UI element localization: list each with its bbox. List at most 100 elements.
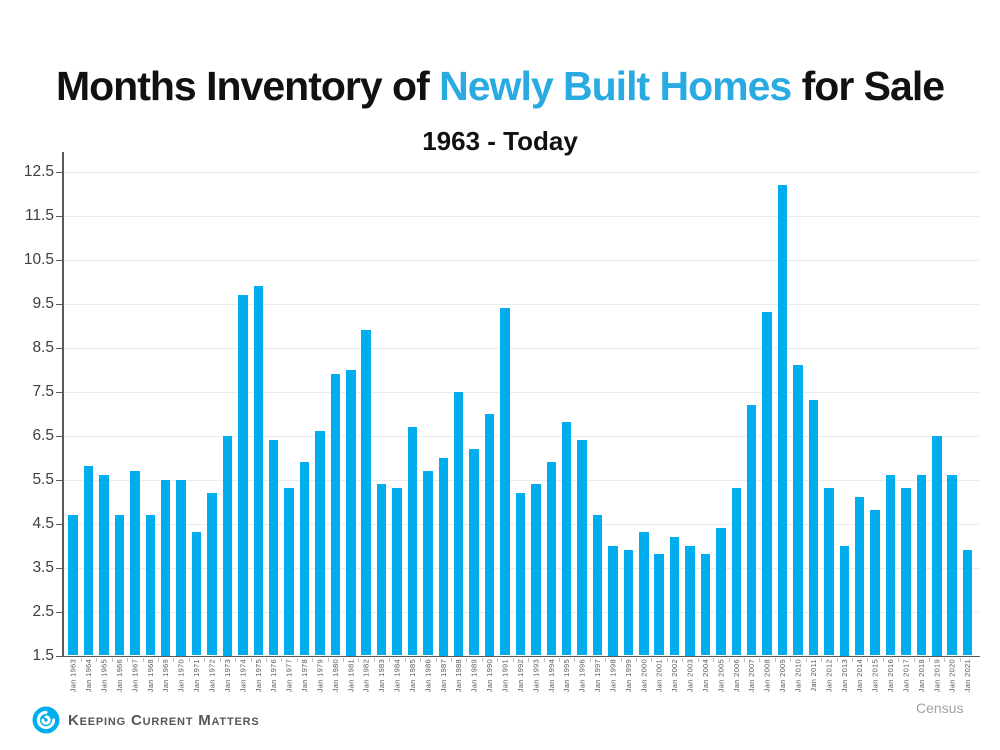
x-axis-label: Jan 1990 (485, 659, 495, 693)
x-axis-tick (682, 657, 684, 662)
x-axis-tick (620, 657, 622, 662)
x-axis-tick (666, 657, 668, 662)
bar (639, 532, 649, 656)
x-axis-tick (636, 657, 638, 662)
gridline (62, 391, 980, 393)
x-axis-tick (204, 657, 206, 662)
x-axis-tick (327, 657, 329, 662)
x-axis-label: Jan 2005 (716, 659, 726, 693)
x-axis-tick (589, 657, 591, 662)
x-axis-label: Jan 1976 (269, 659, 279, 693)
x-axis-label: Jan 2021 (963, 659, 973, 693)
bar (592, 514, 603, 656)
x-axis-tick (851, 657, 853, 662)
y-axis-label: 11.5 (24, 206, 54, 224)
bar (361, 329, 371, 656)
x-axis-tick (312, 657, 314, 662)
x-axis-label: Jan 1992 (515, 659, 525, 693)
bar (438, 457, 449, 656)
bar (561, 422, 572, 656)
bar (700, 554, 711, 656)
x-axis-label: Jan 1991 (500, 659, 510, 693)
bar (901, 488, 911, 656)
y-axis-label: 4.5 (32, 514, 54, 532)
x-axis-label: Jan 2012 (824, 659, 834, 693)
x-axis-tick (142, 657, 144, 662)
x-axis-tick (373, 657, 375, 662)
x-axis-tick (867, 657, 869, 662)
bar (469, 448, 479, 656)
y-axis-tick (56, 303, 62, 305)
x-axis-label: Jan 1986 (423, 659, 433, 693)
bar (839, 545, 849, 656)
bar (68, 514, 78, 656)
x-axis-label: Jan 2015 (870, 659, 880, 693)
y-axis-label: 6.5 (32, 426, 54, 444)
x-axis-tick (774, 657, 776, 662)
bar (191, 532, 202, 656)
x-axis-tick (821, 657, 823, 662)
x-axis-label: Jan 1965 (99, 659, 109, 693)
x-axis-label: Jan 2011 (808, 659, 818, 692)
bar (330, 373, 341, 656)
y-axis-tick (56, 567, 62, 569)
y-axis-label: 3.5 (32, 558, 54, 576)
bar (315, 431, 325, 656)
gridline (62, 259, 980, 261)
y-axis-label: 9.5 (32, 294, 54, 312)
y-axis-label: 8.5 (32, 338, 54, 356)
y-axis-line (62, 152, 64, 657)
bar (777, 184, 788, 656)
x-axis-label: Jan 1971 (192, 659, 202, 693)
bar (546, 461, 556, 656)
x-axis-line (62, 655, 980, 657)
x-axis-label: Jan 1972 (207, 659, 217, 693)
x-axis-tick (96, 657, 98, 662)
x-axis-tick (404, 657, 406, 662)
gridline (62, 435, 980, 437)
x-axis-tick (528, 657, 530, 662)
chart-subtitle: 1963 - Today (422, 125, 578, 156)
x-axis-tick (929, 657, 931, 662)
x-axis-label: Jan 2006 (731, 659, 741, 693)
x-axis-tick (451, 657, 452, 662)
y-axis-tick (56, 479, 62, 481)
x-axis-label: Jan 2020 (947, 659, 957, 693)
x-axis-tick (265, 657, 267, 662)
brand-name: Keeping Current Matters (68, 711, 260, 729)
bar (515, 492, 526, 656)
source-label: Census (916, 700, 964, 716)
bar (824, 488, 834, 656)
bar (716, 527, 726, 656)
y-axis-tick (56, 435, 62, 437)
x-axis-label: Jan 2016 (886, 659, 896, 693)
bar (577, 439, 587, 656)
x-axis-label: Jan 2019 (932, 659, 942, 693)
x-axis-label: Jan 1996 (577, 659, 587, 693)
x-axis-label: Jan 1997 (593, 659, 603, 693)
chart-title: Months Inventory of Newly Built Homes fo… (0, 63, 1000, 110)
bar (268, 439, 279, 656)
x-axis-label: Jan 1966 (114, 659, 124, 693)
x-axis-label: Jan 2013 (839, 659, 849, 693)
x-axis-tick (728, 657, 730, 662)
x-axis-label: Jan 2002 (670, 659, 680, 693)
y-axis-tick (56, 655, 62, 657)
bar (407, 426, 418, 656)
x-axis-label: Jan 1982 (361, 659, 371, 693)
bar (932, 435, 942, 656)
y-axis-label: 2.5 (32, 602, 54, 620)
bar (916, 475, 927, 656)
x-axis-label: Jan 1975 (253, 659, 263, 693)
x-axis-tick (836, 657, 838, 662)
x-axis-label: Jan 2017 (901, 659, 911, 693)
bar (453, 391, 464, 656)
gridline (62, 303, 980, 305)
x-axis-tick (605, 657, 607, 662)
bar (793, 365, 803, 656)
bar (685, 545, 695, 656)
x-axis-tick (882, 657, 884, 662)
x-axis-label: Jan 2009 (778, 659, 788, 693)
x-axis-label: Jan 1977 (284, 659, 294, 693)
